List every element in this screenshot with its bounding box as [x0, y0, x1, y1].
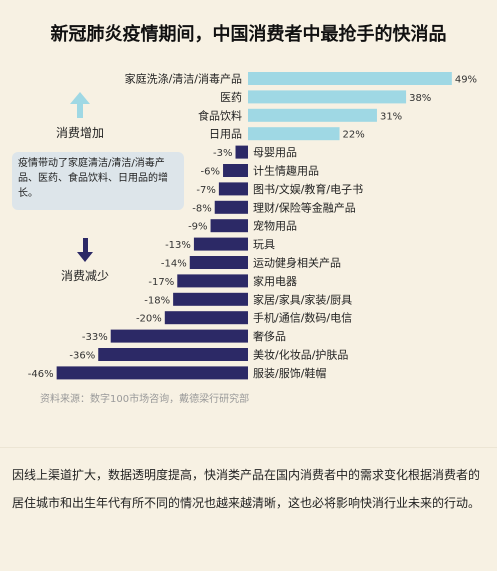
- bar: [235, 145, 248, 159]
- source-note: 资料来源：数字100市场咨询，戴德梁行研究部: [40, 394, 250, 405]
- bar: [248, 72, 452, 85]
- value-label: -46%: [28, 369, 54, 380]
- bar: [248, 127, 340, 141]
- value-label: -13%: [165, 240, 191, 251]
- increase-arrow-icon: [70, 92, 90, 118]
- category-label: 宠物用品: [253, 219, 297, 233]
- bar: [98, 348, 249, 361]
- category-label: 日用品: [209, 128, 242, 141]
- value-label: 31%: [380, 111, 402, 122]
- bar: [218, 182, 248, 196]
- value-label: -20%: [136, 314, 162, 325]
- decrease-arrow-icon: [77, 238, 93, 262]
- category-label: 家庭洗涤/清洁/消毒产品: [125, 72, 242, 86]
- category-label: 家用电器: [253, 274, 297, 288]
- bar: [248, 108, 377, 122]
- value-label: 22%: [343, 130, 365, 141]
- category-label: 手机/通信/数码/电信: [253, 311, 352, 325]
- category-label: 医药: [220, 91, 242, 104]
- bar-chart: 家庭洗涤/清洁/消毒产品 49% 医药 38% 食品饮料 31% 日用品 22% 母婴用品 -3%…: [28, 72, 477, 380]
- body-paragraph: 因线上渠道扩大，数据透明度提高，快消类产品在国内消费者中的需求变化根据消费者的居…: [12, 468, 481, 510]
- value-label: -17%: [148, 277, 174, 288]
- category-label: 理财/保险等金融产品: [253, 200, 356, 214]
- category-label: 运动健身相关产品: [253, 256, 341, 270]
- category-label: 服装/服饰/鞋帽: [253, 366, 326, 380]
- category-label: 食品饮料: [198, 108, 242, 122]
- divider: [0, 447, 497, 448]
- decrease-label: 消费减少: [61, 269, 109, 283]
- category-label: 美妆/化妆品/护肤品: [253, 348, 348, 362]
- category-label: 玩具: [253, 238, 275, 251]
- category-label: 奢侈品: [253, 329, 286, 343]
- chart-title: 新冠肺炎疫情期间，中国消费者中最抢手的快消品: [50, 24, 447, 45]
- value-label: -3%: [213, 148, 232, 159]
- value-label: 49%: [455, 75, 477, 86]
- bar: [56, 366, 248, 380]
- bar: [189, 256, 248, 269]
- value-label: -36%: [69, 351, 95, 362]
- value-label: -9%: [188, 222, 207, 233]
- increase-label: 消费增加: [56, 126, 104, 140]
- bar: [210, 219, 248, 233]
- category-label: 母婴用品: [253, 146, 297, 159]
- bar: [177, 274, 248, 288]
- bar: [223, 164, 248, 177]
- bar: [110, 329, 248, 343]
- bar: [248, 90, 407, 104]
- category-label: 图书/文娱/教育/电子书: [253, 182, 363, 196]
- bars-group: 家庭洗涤/清洁/消毒产品 49% 医药 38% 食品饮料 31% 日用品 22% 母婴用品 -3%…: [28, 72, 477, 380]
- value-label: -8%: [192, 203, 211, 214]
- value-label: -14%: [161, 259, 187, 270]
- value-label: -6%: [201, 167, 220, 178]
- category-label: 家居/家具/家装/厨具: [253, 292, 352, 306]
- value-label: 38%: [409, 93, 431, 104]
- value-label: -33%: [82, 332, 108, 343]
- bar: [193, 237, 248, 251]
- value-label: -7%: [196, 185, 215, 196]
- category-label: 计生情趣用品: [253, 164, 319, 178]
- bar: [173, 292, 248, 306]
- value-label: -18%: [144, 295, 170, 306]
- bar: [164, 311, 248, 325]
- bar: [214, 200, 248, 214]
- note-box: 疫情带动了家庭清洁/清洁/消毒产品、医药、食品饮料、日用品的增长。: [12, 152, 184, 210]
